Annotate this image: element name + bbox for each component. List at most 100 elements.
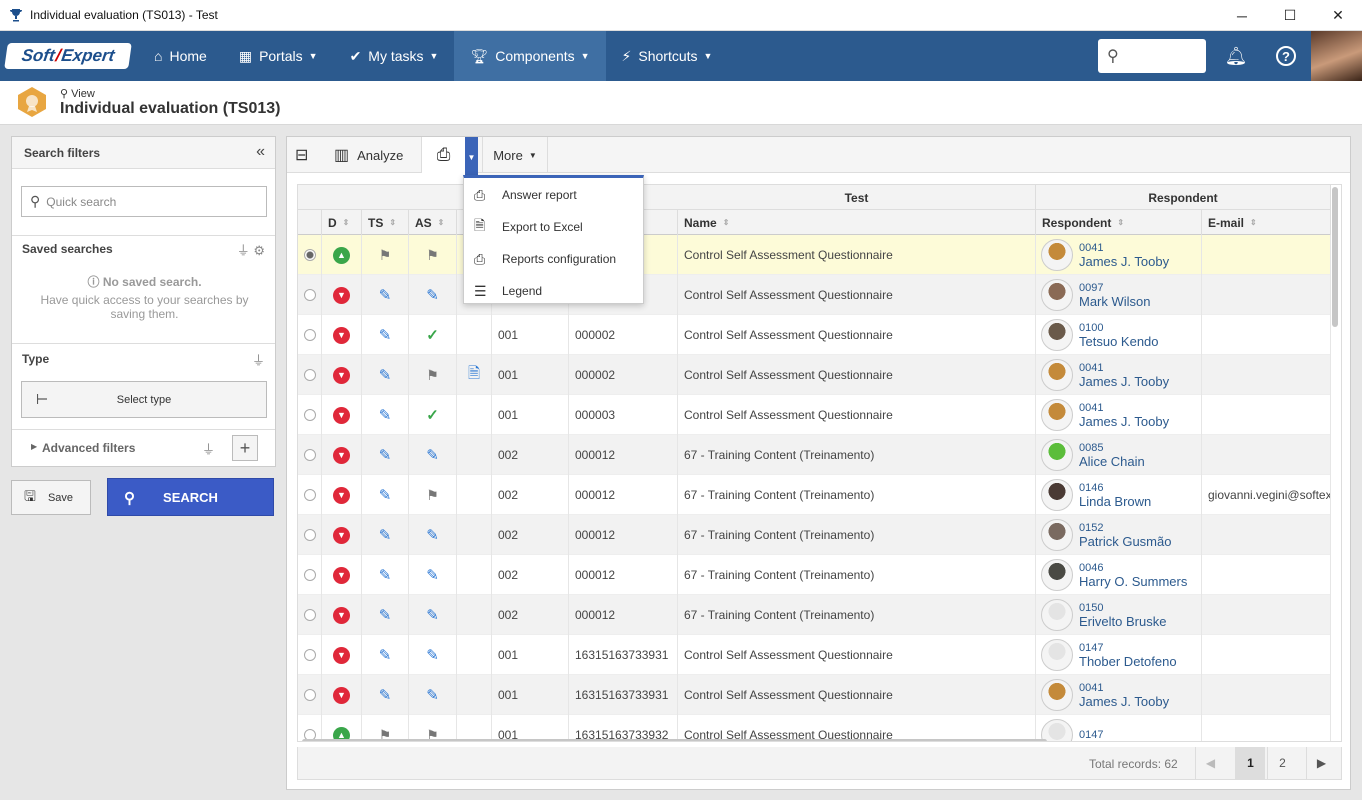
respondent-name[interactable]: Thober Detofeno: [1079, 653, 1177, 669]
nav-portals[interactable]: ▦ Portals ▼: [238, 47, 318, 65]
global-search-input[interactable]: ⚲: [1098, 39, 1206, 73]
add-filter-button[interactable]: +: [232, 435, 258, 461]
table-row[interactable]: ▲ ⚑ ⚑ Control Self Assessment Questionnaire…: [298, 235, 1331, 275]
row-radio[interactable]: [303, 289, 316, 301]
respondent-name[interactable]: Mark Wilson: [1079, 293, 1151, 309]
cell-id: 000003: [569, 395, 678, 435]
view-breadcrumb[interactable]: ⚲ View: [60, 88, 95, 100]
select-type-button[interactable]: ⊢ Select type: [21, 381, 267, 418]
print-dropdown-menu: ⎙ Answer report 🗎︎ Export to Excel ⎙ Report…: [463, 175, 644, 304]
collapse-icon[interactable]: «: [256, 143, 265, 160]
chevron-down-icon: ▼: [429, 51, 439, 61]
row-radio[interactable]: [303, 449, 316, 461]
respondent-name[interactable]: Erivelto Bruske: [1079, 613, 1167, 629]
quick-search-input[interactable]: ⚲ Quick search: [21, 186, 267, 217]
row-radio[interactable]: [303, 689, 316, 701]
table-row[interactable]: ▼ ✎ ✎ 001 16315163733931 Control Self Assessm…: [298, 675, 1331, 715]
row-radio[interactable]: [303, 489, 316, 501]
advanced-filters-toggle[interactable]: Advanced filters: [42, 441, 136, 455]
broom-icon[interactable]: ⏚: [251, 353, 265, 368]
table-row[interactable]: ▼ ✎ ⚑ 002 000012 67 - Training Content (Trein…: [298, 475, 1331, 515]
user-avatar[interactable]: [1311, 31, 1362, 81]
nav-shortcuts[interactable]: ⚡︎ Shortcuts ▼: [621, 47, 713, 65]
edit-icon: ✎: [378, 527, 392, 544]
row-radio[interactable]: [303, 329, 316, 341]
respondent-name[interactable]: James J. Tooby: [1079, 413, 1170, 429]
row-radio[interactable]: [303, 369, 316, 381]
document-icon[interactable]: 🗎︎: [467, 364, 481, 382]
search-button[interactable]: ⚲ SEARCH: [107, 478, 274, 516]
row-radio[interactable]: [303, 529, 316, 541]
check-icon: ✓: [426, 407, 439, 424]
sort-icon: ⇕: [437, 218, 445, 227]
close-window-button[interactable]: ✕: [1332, 7, 1344, 23]
col-name[interactable]: Name ⇕: [678, 210, 1036, 235]
help-icon[interactable]: ?: [1269, 39, 1303, 73]
softexpert-logo[interactable]: Soft / Expert: [4, 43, 132, 69]
more-button[interactable]: More ▼: [482, 137, 548, 173]
table-row[interactable]: ▼ ✎ ✎ 002 000012 67 - Training Content (Trein…: [298, 515, 1331, 555]
bell-icon[interactable]: 🔔︎: [1224, 45, 1248, 66]
nav-home[interactable]: ⌂ Home: [154, 48, 207, 64]
broom-icon[interactable]: ⏚: [236, 243, 250, 258]
nav-components[interactable]: 🏆︎ Components ▼: [454, 31, 606, 81]
cell-id: 16315163733931: [569, 675, 678, 715]
row-radio[interactable]: [303, 249, 316, 261]
horizontal-scrollbar[interactable]: [302, 739, 1047, 741]
analyze-button[interactable]: ▥ Analyze: [334, 147, 404, 164]
cell-name: Control Self Assessment Questionnaire: [678, 675, 1036, 715]
row-radio[interactable]: [303, 609, 316, 621]
respondent-name[interactable]: Patrick Gusmão: [1079, 533, 1172, 549]
respondent-name[interactable]: James J. Tooby: [1079, 373, 1170, 389]
cell-id: [569, 275, 678, 315]
table-row[interactable]: ▼ ✎ ⚑ 🗎︎ 001 000002 Control Self Assessment Qu…: [298, 355, 1331, 395]
respondent-name[interactable]: Linda Brown: [1079, 493, 1152, 509]
col-ts[interactable]: TS ⇕: [362, 210, 409, 235]
print-button[interactable]: ⎙: [421, 137, 465, 173]
table-row[interactable]: ▼ ✎ ✎ 002 000012 67 - Training Content (Trein…: [298, 555, 1331, 595]
respondent-name[interactable]: Tetsuo Kendo: [1079, 333, 1159, 349]
col-as[interactable]: AS ⇕: [409, 210, 457, 235]
table-row[interactable]: ▼ ✎ ✎ 001 16315163733931 Control Self Assessm…: [298, 635, 1331, 675]
menu-legend[interactable]: ☰ Legend: [474, 282, 543, 299]
nav-my-tasks[interactable]: ✔ My tasks ▼: [349, 47, 439, 65]
prev-page-button[interactable]: ◀: [1195, 747, 1225, 779]
table-row[interactable]: ▲ ⚑ ⚑ 001 16315163733932 Control Self Assessm…: [298, 715, 1331, 741]
respondent-name[interactable]: Harry O. Summers: [1079, 573, 1188, 589]
row-radio[interactable]: [303, 649, 316, 661]
menu-reports-configuration[interactable]: ⎙ Reports configuration: [474, 250, 617, 267]
col-respondent[interactable]: Respondent ⇕: [1036, 210, 1202, 235]
save-search-button[interactable]: 🖫︎ Save: [11, 480, 91, 515]
respondent-id: 0046: [1079, 561, 1104, 574]
table-row[interactable]: ▼ ✎ ✎ 002 000012 67 - Training Content (Trein…: [298, 435, 1331, 475]
page-2-button[interactable]: 2: [1267, 747, 1297, 779]
maximize-button[interactable]: ☐: [1283, 7, 1297, 23]
status-down-icon: ▼: [333, 286, 350, 304]
col-d[interactable]: D ⇕: [322, 210, 362, 235]
respondent-name[interactable]: James J. Tooby: [1079, 253, 1170, 269]
col-email[interactable]: E-mail ⇕: [1202, 210, 1331, 235]
row-radio[interactable]: [303, 569, 316, 581]
menu-export-excel[interactable]: 🗎︎ Export to Excel: [464, 211, 643, 243]
respondent-id: 0041: [1079, 361, 1104, 374]
respondent-id: 0147: [1079, 641, 1104, 654]
gear-icon[interactable]: ⚙: [253, 243, 265, 258]
view-record-button[interactable]: ⊟: [295, 137, 308, 173]
next-page-button[interactable]: ▶: [1306, 747, 1336, 779]
print-dropdown-toggle[interactable]: ▼: [465, 137, 478, 177]
respondent-name[interactable]: Alice Chain: [1079, 453, 1145, 469]
page-1-button[interactable]: 1: [1235, 747, 1265, 779]
table-row[interactable]: ▼ ✎ ✎ 002 000012 67 - Training Content (Trein…: [298, 595, 1331, 635]
table-row[interactable]: ▼ ✎ ✓ 001 000002 Control Self Assessment Ques…: [298, 315, 1331, 355]
broom-icon[interactable]: ⏚: [202, 442, 216, 457]
search-filters-panel: Search filters « ⚲ Quick search Saved sea…: [11, 136, 276, 467]
menu-answer-report[interactable]: ⎙ Answer report: [474, 186, 577, 203]
cell-email: [1202, 275, 1331, 315]
row-radio[interactable]: [303, 409, 316, 421]
minimize-button[interactable]: ─: [1237, 7, 1247, 24]
chevron-right-icon[interactable]: ▶: [31, 442, 38, 451]
table-row[interactable]: ▼ ✎ ✎ Control Self Assessment Questionnaire…: [298, 275, 1331, 315]
vertical-scrollbar[interactable]: [1332, 187, 1338, 327]
table-row[interactable]: ▼ ✎ ✓ 001 000003 Control Self Assessment Ques…: [298, 395, 1331, 435]
respondent-name[interactable]: James J. Tooby: [1079, 693, 1170, 709]
